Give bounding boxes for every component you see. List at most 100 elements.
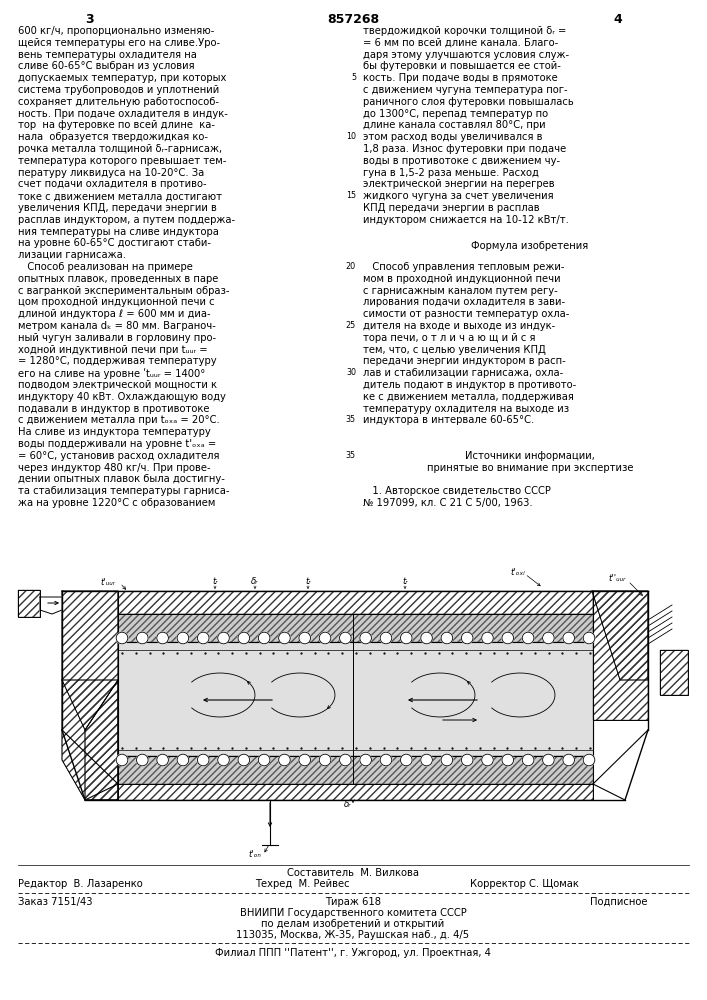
Polygon shape — [118, 784, 593, 800]
Text: бы футеровки и повышается ее стой-: бы футеровки и повышается ее стой- — [363, 61, 561, 71]
Text: лизации гарнисажа.: лизации гарнисажа. — [18, 250, 126, 260]
Text: лав и стабилизации гарнисажа, охла-: лав и стабилизации гарнисажа, охла- — [363, 368, 563, 378]
Text: гуна в 1,5-2 раза меньше. Расход: гуна в 1,5-2 раза меньше. Расход — [363, 168, 539, 178]
Circle shape — [258, 632, 270, 644]
Text: Источники информации,: Источники информации, — [465, 451, 595, 461]
Circle shape — [481, 632, 493, 644]
Text: tᵣ: tᵣ — [402, 577, 408, 586]
Text: 5: 5 — [351, 73, 356, 82]
Circle shape — [522, 632, 534, 644]
Circle shape — [157, 632, 168, 644]
Circle shape — [299, 754, 310, 766]
Text: с движением металла при tₒₓₐ = 20°С.: с движением металла при tₒₓₐ = 20°С. — [18, 415, 220, 425]
Text: тем, что, с целью увеличения КПД: тем, что, с целью увеличения КПД — [363, 345, 546, 355]
Text: 35: 35 — [346, 415, 356, 424]
Circle shape — [522, 754, 534, 766]
Text: тора печи, о т л и ч а ю щ и й с я: тора печи, о т л и ч а ю щ и й с я — [363, 333, 535, 343]
Circle shape — [542, 632, 554, 644]
Circle shape — [238, 632, 250, 644]
Text: На сливе из индуктора температуру: На сливе из индуктора температуру — [18, 427, 211, 437]
Text: на уровне 60-65°С достигают стаби-: на уровне 60-65°С достигают стаби- — [18, 238, 211, 248]
Text: tᵣ: tᵣ — [305, 577, 311, 586]
Text: дении опытных плавок была достигну-: дении опытных плавок была достигну- — [18, 474, 225, 484]
Text: ность. При подаче охладителя в индук-: ность. При подаче охладителя в индук- — [18, 109, 228, 119]
Text: 20: 20 — [346, 262, 356, 271]
Circle shape — [421, 754, 433, 766]
Circle shape — [218, 632, 229, 644]
Text: цом проходной индукционной печи с: цом проходной индукционной печи с — [18, 297, 215, 307]
Text: токе с движением металла достигают: токе с движением металла достигают — [18, 191, 222, 201]
Text: раничного слоя футеровки повышалась: раничного слоя футеровки повышалась — [363, 97, 574, 107]
Text: ке с движением металла, поддерживая: ке с движением металла, поддерживая — [363, 392, 574, 402]
Text: расплав индуктором, а путем поддержа-: расплав индуктором, а путем поддержа- — [18, 215, 235, 225]
Circle shape — [462, 632, 473, 644]
Polygon shape — [118, 614, 593, 642]
Circle shape — [542, 754, 554, 766]
Text: № 197099, кл. С 21 С 5/00, 1963.: № 197099, кл. С 21 С 5/00, 1963. — [363, 498, 532, 508]
Polygon shape — [85, 680, 118, 800]
Text: Составитель  М. Вилкова: Составитель М. Вилкова — [287, 868, 419, 878]
Text: нала  образуется твердожидкая ко-: нала образуется твердожидкая ко- — [18, 132, 208, 142]
Text: с гарнисажным каналом путем регу-: с гарнисажным каналом путем регу- — [363, 286, 558, 296]
Text: = 6 мм по всей длине канала. Благо-: = 6 мм по всей длине канала. Благо- — [363, 38, 559, 48]
Text: температура которого превышает тем-: температура которого превышает тем- — [18, 156, 226, 166]
Text: 1,8 раза. Износ футеровки при подаче: 1,8 раза. Износ футеровки при подаче — [363, 144, 566, 154]
Polygon shape — [593, 591, 648, 720]
Text: Тираж 618: Тираж 618 — [325, 897, 381, 907]
Text: до 1300°С, перепад температур по: до 1300°С, перепад температур по — [363, 109, 548, 119]
Circle shape — [116, 754, 128, 766]
Text: Формула изобретения: Формула изобретения — [472, 241, 589, 251]
Text: дитель подают в индуктор в противото-: дитель подают в индуктор в противото- — [363, 380, 576, 390]
Text: 15: 15 — [346, 191, 356, 200]
Circle shape — [563, 754, 575, 766]
Text: даря этому улучшаются условия служ-: даря этому улучшаются условия служ- — [363, 50, 569, 60]
Text: t'ₒₙ: t'ₒₙ — [249, 850, 262, 859]
Text: сливе 60-65°С выбран из условия: сливе 60-65°С выбран из условия — [18, 61, 194, 71]
Text: 4: 4 — [614, 13, 622, 26]
Text: Филиал ППП ''Патент'', г. Ужгород, ул. Проектная, 4: Филиал ППП ''Патент'', г. Ужгород, ул. П… — [215, 948, 491, 958]
Text: Заказ 7151/43: Заказ 7151/43 — [18, 897, 93, 907]
Text: Редактор  В. Лазаренко: Редактор В. Лазаренко — [18, 879, 143, 889]
Text: этом расход воды увеличивался в: этом расход воды увеличивался в — [363, 132, 542, 142]
Text: кость. При подаче воды в прямотоке: кость. При подаче воды в прямотоке — [363, 73, 558, 83]
Circle shape — [339, 632, 351, 644]
Text: мом в проходной индукционной печи: мом в проходной индукционной печи — [363, 274, 561, 284]
Text: индуктору 40 кВт. Охлаждающую воду: индуктору 40 кВт. Охлаждающую воду — [18, 392, 226, 402]
Text: принятые во внимание при экспертизе: принятые во внимание при экспертизе — [427, 463, 633, 473]
Text: дителя на входе и выходе из индук-: дителя на входе и выходе из индук- — [363, 321, 555, 331]
Polygon shape — [62, 591, 118, 730]
Text: пературу ликвидуса на 10-20°С. За: пературу ликвидуса на 10-20°С. За — [18, 168, 204, 178]
Circle shape — [238, 754, 250, 766]
Text: δᵣ: δᵣ — [251, 577, 259, 586]
Text: твердожидкой корочки толщиной δᵣ =: твердожидкой корочки толщиной δᵣ = — [363, 26, 566, 36]
Circle shape — [279, 632, 291, 644]
Text: жидкого чугуна за счет увеличения: жидкого чугуна за счет увеличения — [363, 191, 554, 201]
Polygon shape — [118, 756, 593, 784]
Text: 25: 25 — [346, 321, 356, 330]
Polygon shape — [62, 680, 118, 800]
Text: = 1280°С, поддерживая температуру: = 1280°С, поддерживая температуру — [18, 356, 216, 366]
Polygon shape — [40, 597, 62, 614]
Text: ВНИИПИ Государственного комитета СССР: ВНИИПИ Государственного комитета СССР — [240, 908, 467, 918]
Text: 1. Авторское свидетельство СССР: 1. Авторское свидетельство СССР — [363, 486, 551, 496]
Circle shape — [339, 754, 351, 766]
Text: сохраняет длительную работоспособ-: сохраняет длительную работоспособ- — [18, 97, 219, 107]
Polygon shape — [118, 591, 593, 614]
Text: подводом электрической мощности к: подводом электрической мощности к — [18, 380, 217, 390]
Text: Способ реализован на примере: Способ реализован на примере — [18, 262, 193, 272]
Text: через индуктор 480 кг/ч. При прове-: через индуктор 480 кг/ч. При прове- — [18, 463, 211, 473]
Text: Корректор С. Щомак: Корректор С. Щомак — [470, 879, 579, 889]
Circle shape — [563, 632, 575, 644]
Text: 600 кг/ч, пропорционально изменяю-: 600 кг/ч, пропорционально изменяю- — [18, 26, 214, 36]
Text: ния температуры на сливе индуктора: ния температуры на сливе индуктора — [18, 227, 219, 237]
Circle shape — [197, 754, 209, 766]
Circle shape — [157, 754, 168, 766]
Text: 10: 10 — [346, 132, 356, 141]
Text: 35: 35 — [346, 451, 356, 460]
Text: 857268: 857268 — [327, 13, 379, 26]
Circle shape — [218, 754, 229, 766]
Circle shape — [400, 632, 412, 644]
Text: та стабилизация температуры гарниса-: та стабилизация температуры гарниса- — [18, 486, 230, 496]
Text: Способ управления тепловым режи-: Способ управления тепловым режи- — [363, 262, 564, 272]
Circle shape — [502, 754, 513, 766]
